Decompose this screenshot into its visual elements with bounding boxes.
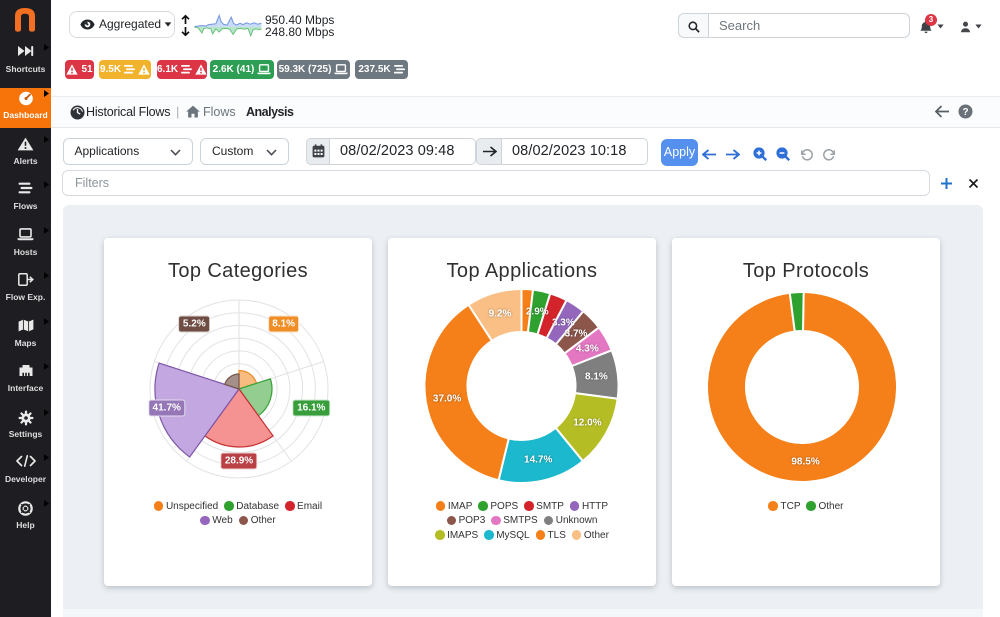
svg-text:?: ?	[962, 107, 968, 118]
